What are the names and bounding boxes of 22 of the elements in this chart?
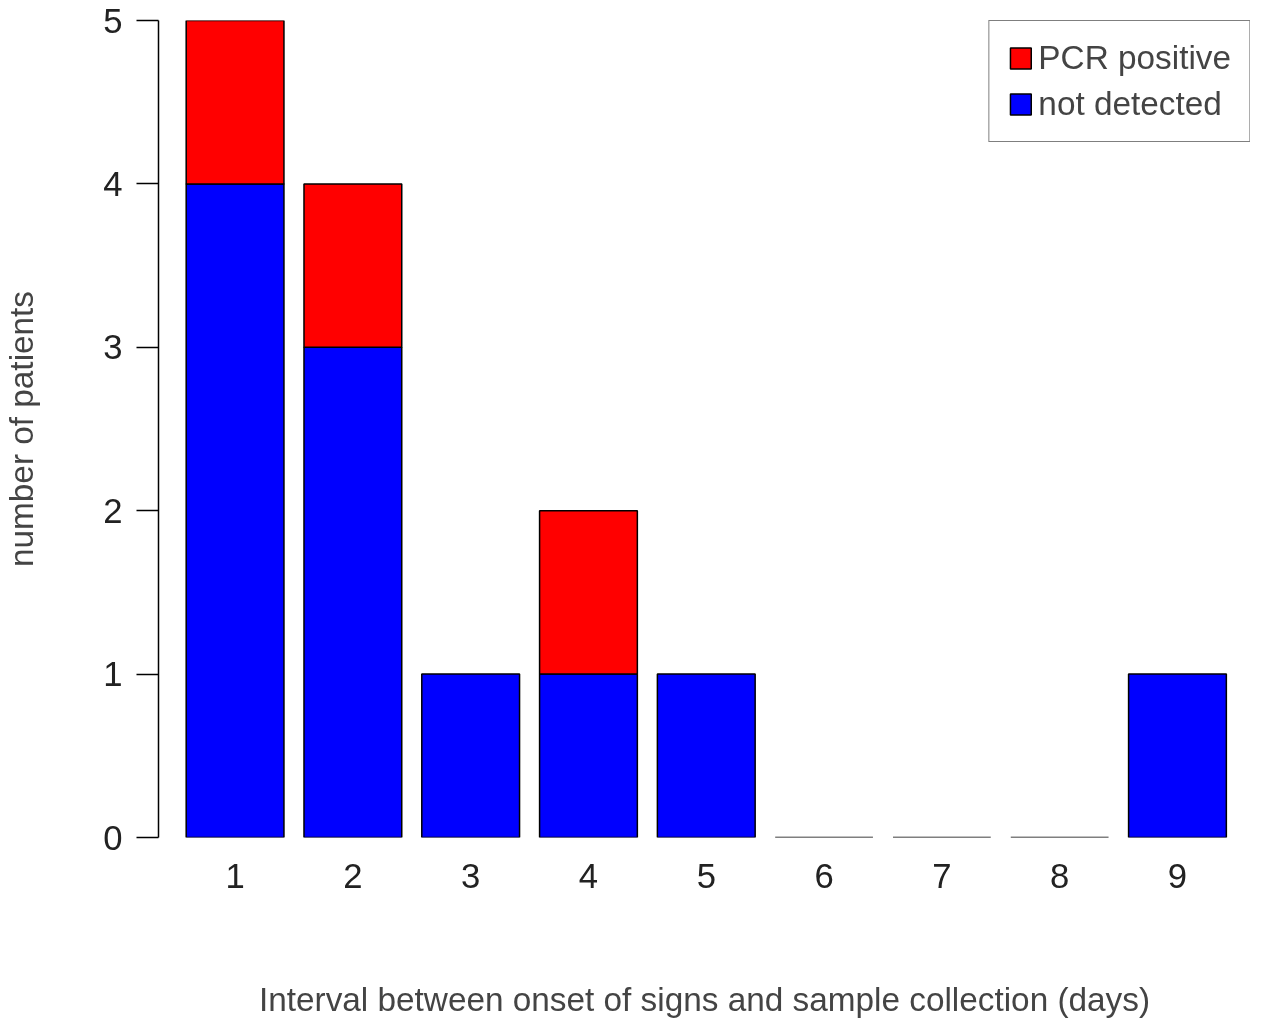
y-tick-label: 4 xyxy=(103,164,123,203)
bar xyxy=(656,673,756,838)
bar xyxy=(1127,673,1228,838)
x-tick-label: 3 xyxy=(461,856,481,895)
bar xyxy=(421,673,521,838)
y-tick-label: 3 xyxy=(103,328,123,367)
x-tick-label: 4 xyxy=(578,856,599,895)
y-tick-label: 2 xyxy=(103,491,123,530)
y-tick-label: 1 xyxy=(103,655,123,694)
x-tick-label: 2 xyxy=(343,856,363,895)
x-tick-label: 9 xyxy=(1167,856,1188,895)
x-axis-title: Interval between onset of signs and sample collection (days) xyxy=(258,980,1151,1018)
x-tick-label: 5 xyxy=(696,856,716,895)
x-tick-label: 6 xyxy=(814,856,834,895)
x-tick-label: 7 xyxy=(932,856,952,895)
x-tick-label: 8 xyxy=(1050,856,1070,895)
legend-label: not detected xyxy=(1038,85,1222,123)
y-tick-label: 0 xyxy=(103,818,123,857)
y-axis-title: number of patients xyxy=(3,290,41,568)
y-tick-label: 5 xyxy=(103,1,123,40)
legend-label: PCR positive xyxy=(1038,39,1231,77)
x-tick-label: 1 xyxy=(225,856,245,895)
